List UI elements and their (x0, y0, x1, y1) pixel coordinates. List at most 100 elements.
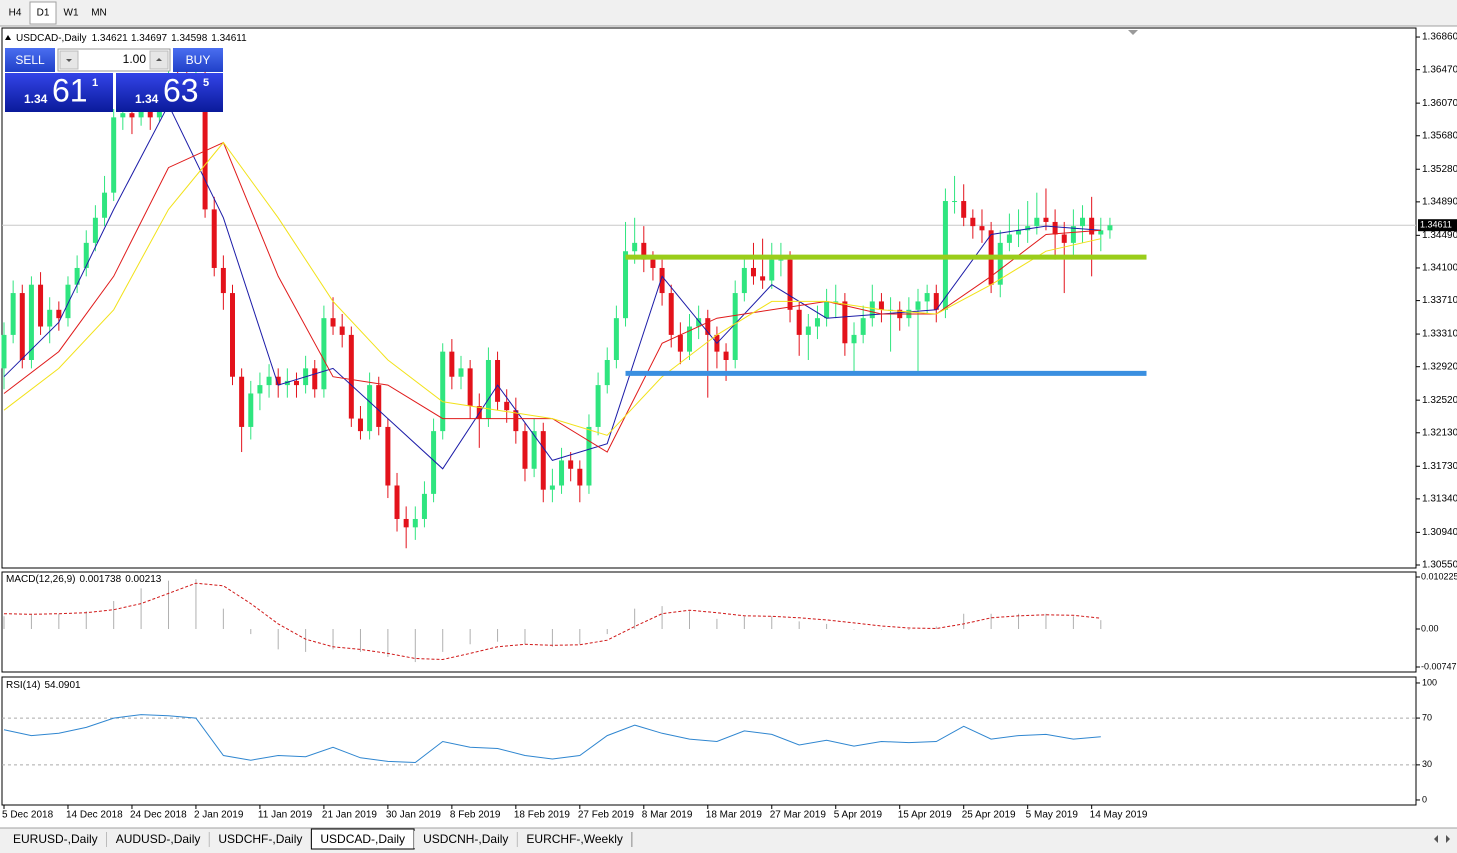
sell-label[interactable]: SELL (15, 53, 45, 67)
main-panel (1, 27, 1417, 569)
y-tick-label: 1.35680 (1422, 130, 1457, 141)
period-button[interactable]: D1 (37, 8, 50, 19)
candle-body (467, 368, 473, 407)
candle-body (824, 301, 830, 319)
macd-panel (1, 571, 1417, 673)
toolbar-bg (0, 0, 1457, 26)
candle-body (129, 113, 135, 118)
candle-body (723, 351, 729, 360)
macd-histogram-bar (743, 616, 745, 630)
candle-body (394, 485, 400, 519)
macd-histogram-bar (551, 629, 553, 647)
macd-histogram-bar (1072, 616, 1074, 630)
buy-button[interactable] (173, 48, 223, 72)
y-tick-label: 1.32130 (1422, 427, 1457, 438)
x-tick-label: 14 May 2019 (1090, 810, 1148, 821)
candle-body (997, 242, 1003, 285)
period-toolbar: H4 D1 W1 MN (9, 1, 107, 25)
candle-body (851, 334, 857, 344)
macd-histogram-bar (195, 579, 197, 630)
tab-label[interactable]: EURCHF-,Weekly (526, 832, 622, 846)
candle-body (568, 460, 574, 469)
candle-body (138, 108, 144, 118)
tab-label[interactable]: USDCAD-,Daily (320, 832, 405, 846)
macd-main: 0.001738 (79, 574, 121, 585)
candle-body (1006, 234, 1012, 243)
candle-body (220, 267, 226, 294)
candle-body (449, 351, 455, 377)
bid-box[interactable] (5, 73, 113, 112)
candle-body (504, 401, 510, 411)
tab[interactable] (209, 831, 312, 848)
period-button[interactable]: W1 (64, 8, 79, 19)
tab-label[interactable]: EURUSD-,Daily (13, 832, 98, 846)
period-active (29, 1, 57, 25)
macd-histogram-bar (469, 629, 471, 645)
candle-body (440, 351, 446, 432)
ask-box[interactable] (116, 73, 223, 112)
macd-histogram-bar (58, 613, 60, 630)
macd-histogram-bar (1045, 613, 1047, 630)
tab[interactable] (106, 831, 210, 848)
macd-histogram-bar (1100, 620, 1102, 630)
period-button[interactable]: H4 (9, 8, 22, 19)
candle-body (668, 293, 674, 335)
tab[interactable] (4, 831, 107, 848)
candle-body (687, 326, 692, 352)
moving-average (3, 141, 1101, 436)
candle-body (1034, 217, 1040, 227)
macd-histogram-bar (250, 629, 252, 635)
chart-header-text: USDCAD-,Daily 1.34621 1.34697 1.34598 1.3461… (16, 33, 247, 44)
y-tick-label: 1.34490 (1422, 230, 1457, 241)
y-tick-label: 1.32520 (1422, 395, 1457, 406)
period-button[interactable]: MN (91, 8, 107, 19)
ohlc-high: 1.34697 (131, 33, 168, 44)
x-tick-label: 27 Mar 2019 (770, 810, 827, 821)
rsi-current: 54.0901 (44, 680, 81, 691)
plot-layer (1, 54, 1416, 766)
x-tick-label: 5 Apr 2019 (834, 810, 883, 821)
macd-histogram-bar (524, 629, 526, 645)
rsi-tick-label: 30 (1422, 759, 1432, 769)
candle-body (1, 334, 7, 369)
tab-label[interactable]: USDCHF-,Daily (218, 832, 302, 846)
tab-scroll[interactable] (1434, 835, 1450, 843)
candle-body (933, 293, 939, 310)
macd-histogram-bar (716, 618, 718, 630)
candle-body (1089, 217, 1095, 235)
ohlc-low: 1.34598 (171, 33, 208, 44)
ask-big: 1.34 (135, 92, 159, 106)
one-click-trading: SELL 1.00 BUY 1.34 61 1 1.34 63 5 (5, 48, 223, 112)
macd-histogram-bar (908, 629, 910, 631)
candle-body (1043, 217, 1049, 222)
candle-body (869, 301, 875, 319)
candle-body (412, 518, 418, 528)
x-tick-label: 5 Dec 2018 (2, 810, 54, 821)
lots-field[interactable] (57, 48, 171, 72)
candle-body (83, 242, 89, 268)
tab[interactable] (517, 831, 632, 848)
sell-button[interactable] (5, 48, 55, 72)
tab[interactable] (414, 831, 518, 848)
x-tick-label: 11 Jan 2019 (258, 810, 313, 821)
macd-histogram-bar (113, 601, 115, 630)
macd-histogram-bar (606, 629, 608, 635)
tab-label[interactable]: USDCNH-,Daily (423, 832, 508, 846)
candle-body (248, 393, 254, 427)
lots-value[interactable]: 1.00 (123, 52, 147, 66)
buy-label[interactable]: BUY (186, 53, 211, 67)
macd-histogram-bar (387, 629, 389, 657)
bid-pips: 61 (52, 72, 88, 108)
candle-body (531, 431, 537, 469)
macd-tick-label: -0.00747 (1421, 661, 1457, 671)
macd-name: MACD(12,26,9) (6, 574, 75, 585)
chart-header: USDCAD-,Daily 1.34621 1.34697 1.34598 1.3461… (5, 33, 247, 44)
candle-body (65, 284, 71, 319)
candle-body (403, 518, 409, 528)
candle-body (522, 431, 528, 469)
candle-body (257, 385, 263, 394)
candle-body (760, 276, 766, 281)
tab-label[interactable]: AUDUSD-,Daily (116, 832, 201, 846)
